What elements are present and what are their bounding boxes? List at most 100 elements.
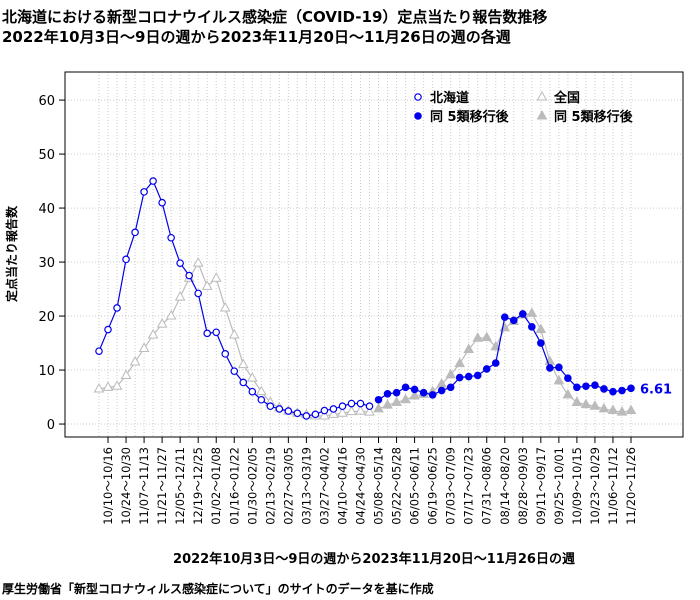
y-tick-label: 0	[47, 418, 55, 433]
marker	[365, 402, 374, 411]
marker	[257, 395, 266, 404]
marker	[582, 382, 590, 391]
x-tick-label: 10/10～10/16	[101, 447, 115, 525]
marker	[174, 291, 186, 301]
x-tick-label: 10/09～10/15	[570, 447, 584, 525]
legend-label: 同 5類移行後	[554, 109, 634, 125]
marker	[337, 407, 348, 417]
marker	[185, 271, 193, 280]
marker	[219, 301, 231, 312]
marker	[266, 402, 275, 411]
marker	[481, 331, 493, 342]
marker	[562, 388, 574, 399]
data-label: 6.61	[640, 382, 672, 397]
marker	[95, 347, 103, 355]
marker	[564, 374, 572, 382]
marker	[580, 398, 592, 409]
marker	[473, 371, 482, 380]
x-axis-label: 2022年10月3日～9日の週から2023年11月20日～11月26日の週	[173, 551, 575, 567]
y-tick-label: 10	[38, 364, 55, 379]
marker	[255, 385, 267, 396]
y-tick-label: 50	[38, 148, 55, 163]
y-tick-label: 20	[38, 310, 55, 325]
x-tick-label: 12/05～12/11	[173, 447, 187, 525]
marker	[414, 93, 422, 101]
marker	[302, 412, 311, 420]
marker	[491, 359, 500, 367]
marker	[536, 109, 548, 120]
x-tick-label: 08/14～08/20	[498, 447, 512, 525]
marker	[609, 387, 617, 396]
x-tick-label: 01/16～01/22	[227, 447, 241, 525]
x-tick-label: 01/02～01/08	[209, 447, 223, 525]
marker	[526, 307, 538, 317]
marker	[445, 368, 457, 379]
marker	[102, 381, 114, 391]
x-tick-label: 02/13～02/19	[263, 447, 277, 525]
marker	[414, 112, 422, 120]
marker	[138, 342, 150, 352]
x-tick-label: 03/27～04/02	[317, 447, 331, 525]
x-tick-label: 02/27～03/05	[281, 447, 295, 525]
marker	[194, 289, 202, 298]
marker	[284, 407, 293, 415]
chart-title: 北海道における新型コロナウイルス感染症（COVID-19）定点当たり報告数推移	[2, 8, 547, 26]
x-tick-label: 04/24～04/30	[353, 447, 367, 525]
marker	[203, 329, 212, 338]
x-tick-label: 11/06～11/12	[606, 447, 620, 525]
x-tick-label: 05/22～05/28	[390, 447, 404, 525]
x-tick-label: 10/23～10/29	[588, 447, 602, 525]
marker	[210, 272, 222, 282]
marker	[455, 373, 464, 382]
marker	[437, 386, 446, 395]
marker	[167, 233, 175, 242]
marker	[618, 386, 626, 395]
marker	[616, 406, 628, 416]
marker	[573, 383, 581, 392]
marker	[120, 369, 132, 379]
marker	[490, 340, 502, 351]
marker	[364, 406, 375, 416]
x-tick-label: 09/25～10/01	[552, 447, 566, 525]
marker	[347, 399, 356, 408]
marker	[140, 188, 148, 196]
marker	[113, 304, 121, 312]
marker	[212, 328, 221, 337]
marker	[230, 367, 239, 375]
x-tick-label: 01/30～02/05	[245, 447, 259, 525]
x-tick-label: 08/28～09/03	[516, 447, 530, 525]
marker	[122, 255, 130, 264]
legend-item: 同 5類移行後	[414, 109, 510, 125]
x-tick-label: 03/13～03/19	[299, 447, 313, 525]
marker	[591, 381, 599, 389]
marker	[319, 409, 330, 420]
marker	[328, 408, 339, 418]
marker	[600, 385, 608, 393]
marker	[156, 318, 168, 328]
x-tick-label: 07/31～08/06	[480, 447, 494, 525]
x-tick-label: 06/05～06/11	[408, 447, 422, 525]
marker	[555, 363, 563, 372]
y-axis-label: 定点当たり報告数	[4, 205, 19, 302]
marker	[111, 380, 123, 390]
marker	[165, 310, 177, 320]
marker	[275, 405, 284, 413]
marker	[410, 385, 419, 394]
marker	[536, 90, 548, 101]
legend-item: 北海道	[414, 90, 469, 106]
marker	[509, 316, 518, 325]
marker	[246, 372, 258, 382]
marker	[401, 383, 410, 392]
y-tick-label: 30	[38, 256, 55, 271]
marker	[374, 395, 383, 404]
x-tick-label: 07/03～07/09	[444, 447, 458, 525]
marker	[499, 321, 511, 332]
legend-item: 同 5類移行後	[536, 109, 634, 125]
marker	[104, 325, 112, 334]
x-tick-label: 06/19～06/25	[426, 447, 440, 525]
marker	[320, 406, 329, 415]
marker	[419, 388, 428, 397]
marker	[546, 364, 554, 372]
marker	[598, 402, 610, 413]
marker	[482, 365, 491, 373]
